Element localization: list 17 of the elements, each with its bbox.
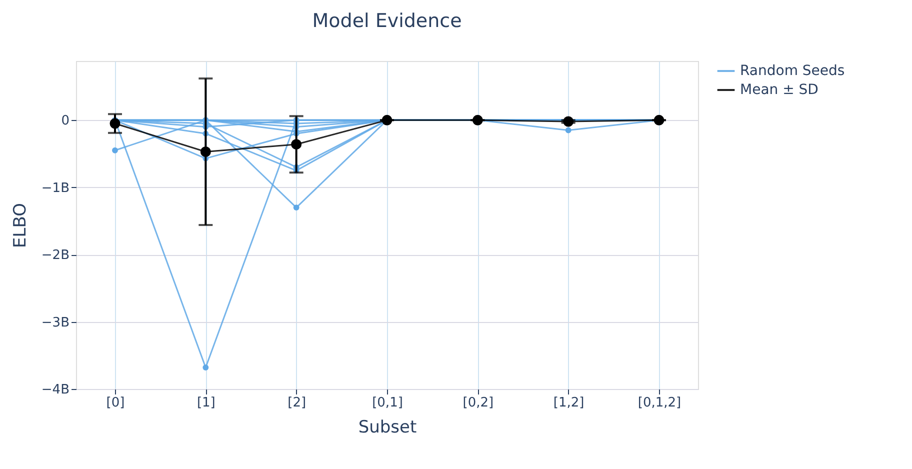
x-tick-label: [0] xyxy=(106,396,125,410)
x-tick-label: [2] xyxy=(288,396,306,410)
legend-label: Mean ± SD xyxy=(740,82,818,98)
x-tick-label: [0,1] xyxy=(372,396,403,410)
y-tick-label: −4B xyxy=(41,382,70,398)
y-tick-label: 0 xyxy=(61,114,70,129)
x-tick-label: [1] xyxy=(196,396,216,410)
x-tick-label: [0,1,2] xyxy=(638,396,682,410)
y-tick-label: −3B xyxy=(41,315,70,330)
y-tick-label: −1B xyxy=(41,180,70,196)
chart-title: Model Evidence xyxy=(312,10,462,32)
y-tick-label: −2B xyxy=(41,248,70,264)
x-tick-label: [1,2] xyxy=(553,396,584,410)
legend-label: Random Seeds xyxy=(740,63,845,79)
x-axis-title: Subset xyxy=(358,418,417,438)
y-axis-title: ELBO xyxy=(10,203,30,248)
x-tick-label: [0,2] xyxy=(462,396,494,410)
